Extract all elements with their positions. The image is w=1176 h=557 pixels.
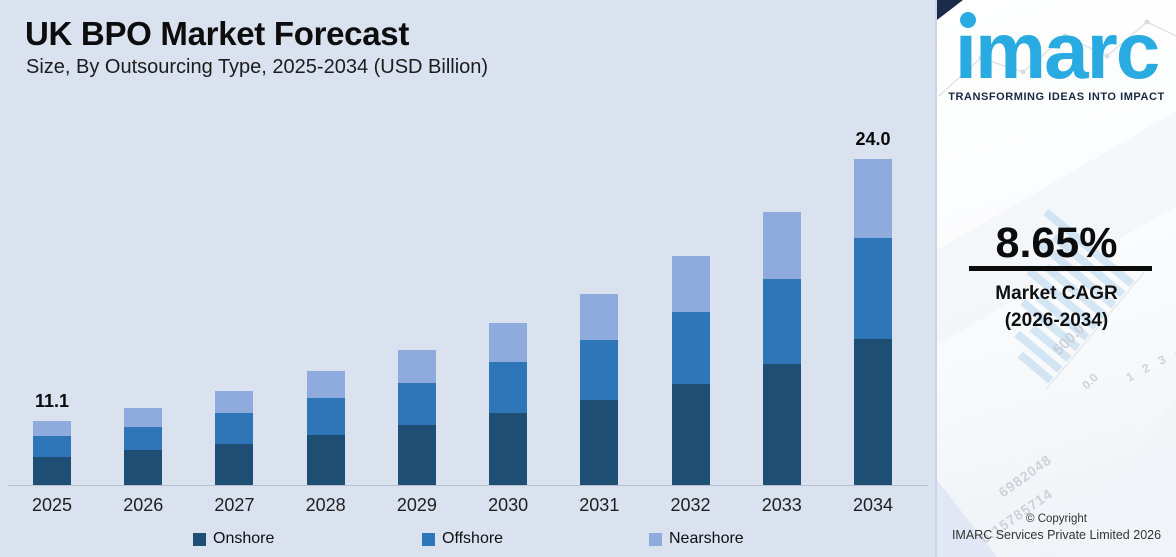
bar-segment-onshore xyxy=(215,444,254,485)
watermark-text: 1 2 3 4 xyxy=(1124,342,1176,385)
bar-segment-offshore xyxy=(580,340,619,400)
bar-stack: 11.1 xyxy=(33,391,71,485)
legend-item-nearshore: Nearshore xyxy=(649,530,744,547)
bar-segment-nearshore xyxy=(397,350,436,383)
legend-item-offshore: Offshore xyxy=(422,530,504,547)
bar-segment-offshore xyxy=(33,436,71,457)
x-axis-label: 2025 xyxy=(31,495,73,515)
bar-column-2026: 2026 xyxy=(123,130,163,515)
x-axis-label: 2029 xyxy=(396,495,437,515)
bar-column-2030: 2030 xyxy=(488,130,528,515)
bar-total-label: 24.0 xyxy=(855,129,891,149)
bar-column-2028: 2028 xyxy=(306,130,346,515)
bar-segment-onshore xyxy=(762,364,801,485)
legend-label: Nearshore xyxy=(669,530,744,547)
logo-tagline: TRANSFORMING IDEAS INTO IMPACT xyxy=(948,91,1165,103)
bar-stack xyxy=(580,294,619,485)
legend-swatch xyxy=(422,532,435,546)
bar-stack xyxy=(762,212,801,485)
imarc-logo: ımarc xyxy=(937,11,1176,91)
bar-segment-nearshore xyxy=(215,391,254,413)
legend-label: Offshore xyxy=(442,530,504,547)
bar-column-2033: 2033 xyxy=(762,130,802,515)
bar-stack: 24.0 xyxy=(853,129,892,485)
bar-column-2029: 2029 xyxy=(397,130,437,515)
bar-segment-nearshore xyxy=(489,323,528,362)
bar-segment-offshore xyxy=(489,362,528,413)
cagr-label: Market CAGR xyxy=(995,283,1118,304)
bar-segment-onshore xyxy=(671,384,710,485)
bar-segment-onshore xyxy=(580,400,619,485)
cagr-value: 8.65% xyxy=(995,219,1118,267)
bar-segment-nearshore xyxy=(580,294,619,340)
copyright-line2: IMARC Services Private Limited 2026 xyxy=(951,528,1162,542)
bar-stack xyxy=(124,408,163,485)
x-axis-line xyxy=(8,485,928,486)
bar-segment-nearshore xyxy=(853,159,892,238)
brand-panel: 500.0 0.0 1 2 3 4 6982048 0.15785714 ımarc T… xyxy=(935,0,1176,557)
bar-stack xyxy=(671,256,710,485)
chart-panel: UK BPO Market Forecast Size, By Outsourc… xyxy=(0,0,935,557)
imarc-logo-text: ımarc xyxy=(954,6,1160,95)
bar-segment-offshore xyxy=(853,238,892,339)
cagr-range: (2026-2034) xyxy=(1004,310,1109,331)
cagr-underline xyxy=(969,266,1152,271)
bar-segment-onshore xyxy=(124,450,163,485)
bar-segment-nearshore xyxy=(671,256,710,312)
bar-segment-onshore xyxy=(397,425,436,485)
bar-segment-offshore xyxy=(306,398,345,435)
x-axis-label: 2033 xyxy=(761,495,802,515)
bar-segment-onshore xyxy=(33,457,71,485)
bar-segment-nearshore xyxy=(762,212,801,279)
chart-legend: Onshore Offshore Nearshore xyxy=(0,530,935,552)
x-axis-label: 2032 xyxy=(670,495,711,515)
legend-swatch xyxy=(193,532,206,546)
bar-column-2032: 2032 xyxy=(671,130,711,515)
page-subtitle: Size, By Outsourcing Type, 2025-2034 (US… xyxy=(26,56,489,78)
x-axis-label: 2026 xyxy=(123,495,164,515)
bar-stack xyxy=(306,371,345,485)
bar-segment-onshore xyxy=(489,413,528,485)
logo-dot xyxy=(959,12,976,28)
watermark-text: 0.0 xyxy=(1079,370,1101,392)
bar-column-2027: 2027 xyxy=(214,130,254,515)
x-axis-label: 2034 xyxy=(852,495,893,515)
bar-segment-offshore xyxy=(671,312,710,384)
bar-stack xyxy=(489,323,528,485)
bar-segment-offshore xyxy=(762,279,801,364)
x-axis-label: 2028 xyxy=(305,495,346,515)
x-axis-label: 2031 xyxy=(579,495,620,515)
bar-segment-nearshore xyxy=(124,408,163,427)
stacked-bar-chart: 11.1 2025 2026 2027 2028 2029 2030 2031 2032 2033… xyxy=(32,129,893,515)
legend-item-onshore: Onshore xyxy=(193,530,275,547)
legend-swatch xyxy=(649,532,662,546)
bar-column-2025: 11.1 2025 xyxy=(32,130,72,515)
bar-column-2034: 24.0 2034 xyxy=(853,129,893,515)
bar-stack xyxy=(215,391,254,485)
bar-segment-onshore xyxy=(853,339,892,485)
bar-segment-onshore xyxy=(306,435,345,485)
page-title: UK BPO Market Forecast xyxy=(25,15,410,52)
bar-segment-nearshore xyxy=(306,371,345,398)
bar-stack xyxy=(397,350,436,485)
x-axis-label: 2030 xyxy=(488,495,529,515)
bar-segment-offshore xyxy=(124,427,163,450)
bar-segment-nearshore xyxy=(33,421,71,436)
copyright-line1: © Copyright xyxy=(1026,513,1087,525)
bar-segment-offshore xyxy=(215,413,254,444)
legend-label: Onshore xyxy=(213,530,275,547)
watermark-text: 6982048 xyxy=(995,451,1054,500)
bar-segment-offshore xyxy=(397,383,436,425)
x-axis-label: 2027 xyxy=(214,495,255,515)
bar-column-2031: 2031 xyxy=(579,130,619,515)
bar-total-label: 11.1 xyxy=(34,391,70,411)
